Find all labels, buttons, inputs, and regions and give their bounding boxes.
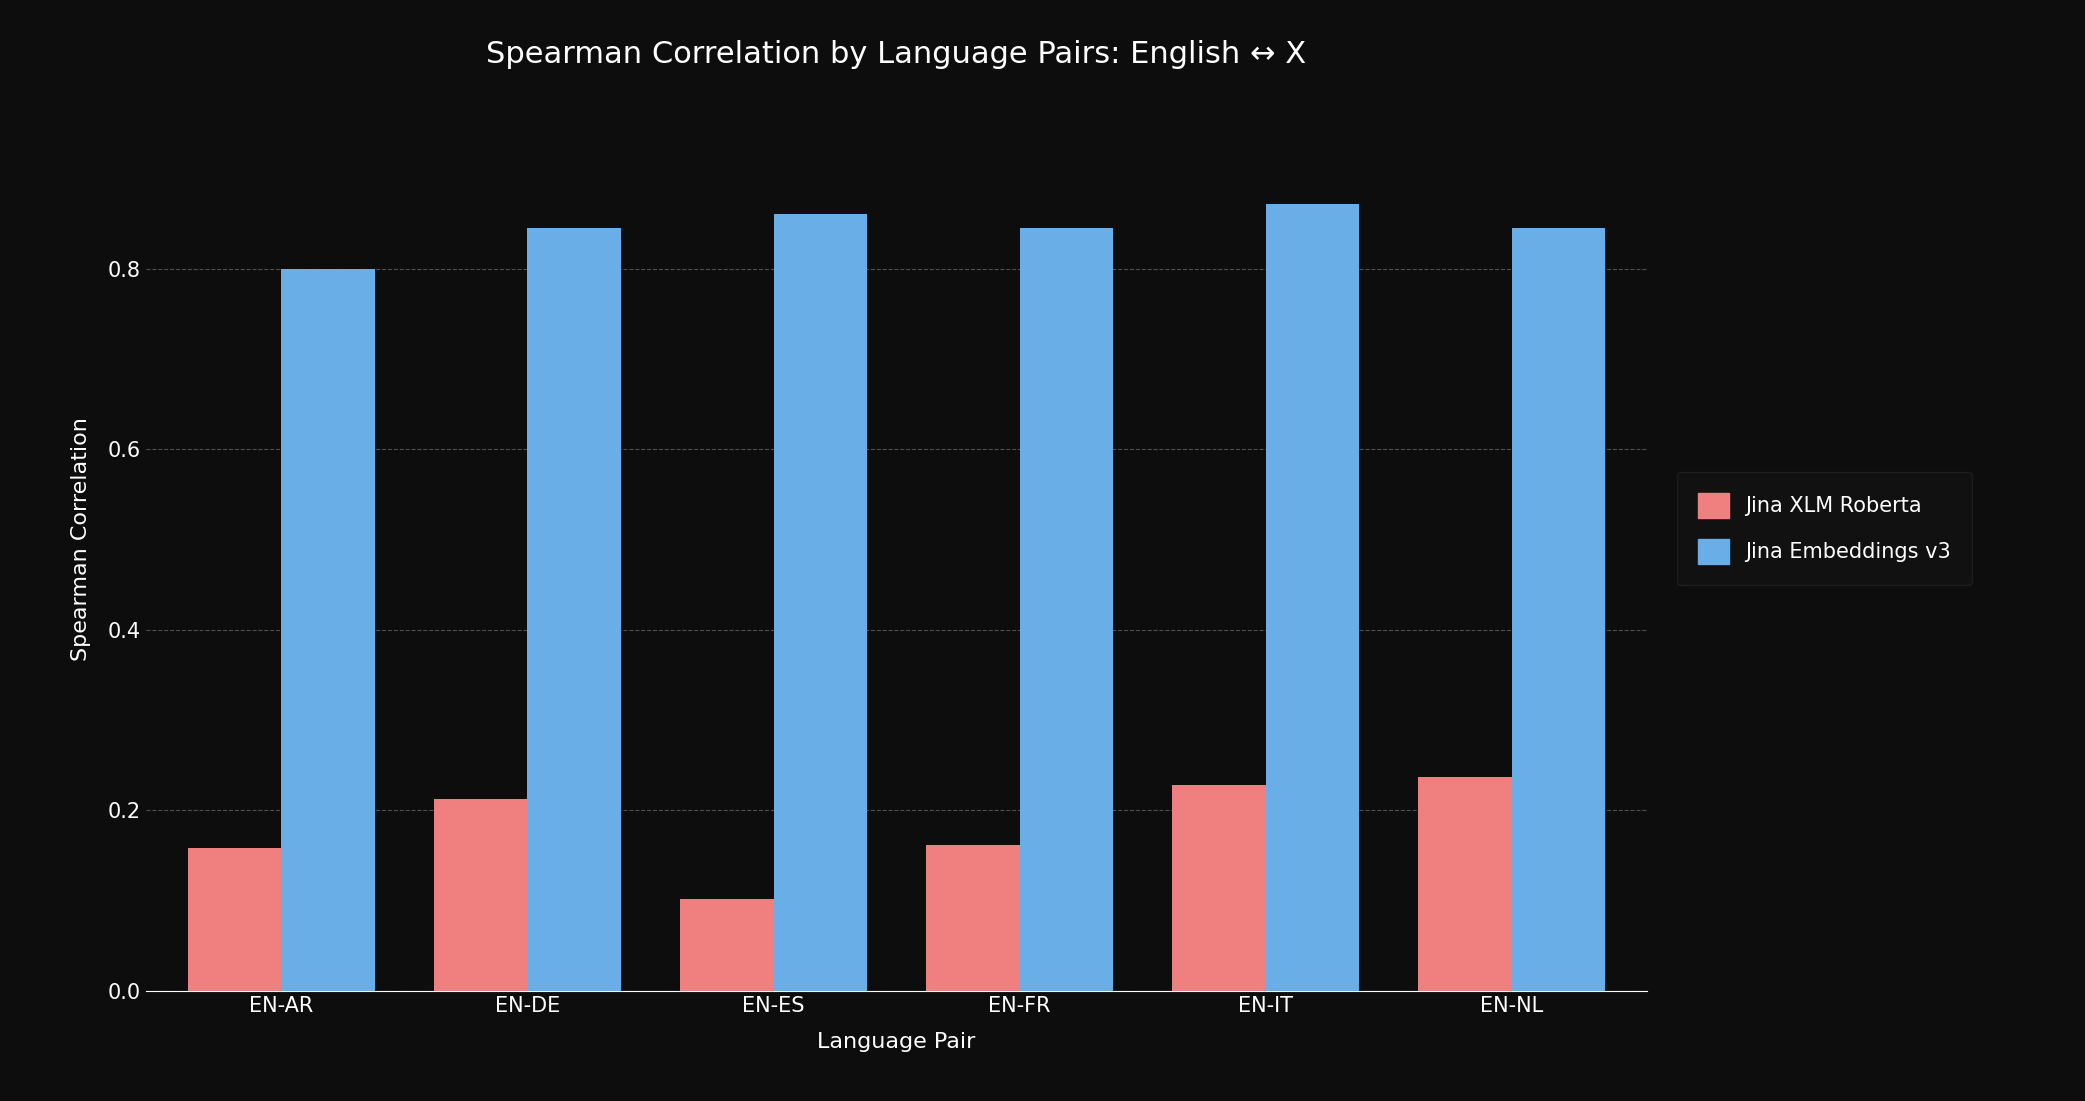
Bar bbox=[680, 898, 774, 991]
Bar bbox=[1020, 228, 1113, 991]
Bar bbox=[926, 844, 1020, 991]
Y-axis label: Spearman Correlation: Spearman Correlation bbox=[71, 417, 92, 662]
Bar bbox=[1512, 228, 1605, 991]
Bar bbox=[1172, 785, 1266, 991]
Legend: Jina XLM Roberta, Jina Embeddings v3: Jina XLM Roberta, Jina Embeddings v3 bbox=[1676, 472, 1972, 585]
Bar bbox=[1266, 204, 1359, 991]
Bar bbox=[1418, 777, 1512, 991]
Bar bbox=[434, 798, 528, 991]
Title: Spearman Correlation by Language Pairs: English ↔ X: Spearman Correlation by Language Pairs: … bbox=[486, 40, 1307, 69]
X-axis label: Language Pair: Language Pair bbox=[817, 1033, 976, 1053]
Bar bbox=[528, 228, 621, 991]
Bar bbox=[188, 848, 281, 991]
Bar bbox=[281, 269, 375, 991]
Bar bbox=[774, 215, 867, 991]
